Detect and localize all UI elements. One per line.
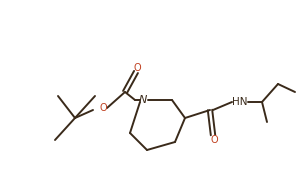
Text: HN: HN bbox=[232, 97, 248, 107]
Text: N: N bbox=[139, 95, 147, 105]
Text: O: O bbox=[133, 63, 141, 73]
Text: O: O bbox=[99, 103, 107, 113]
Text: O: O bbox=[210, 135, 218, 145]
